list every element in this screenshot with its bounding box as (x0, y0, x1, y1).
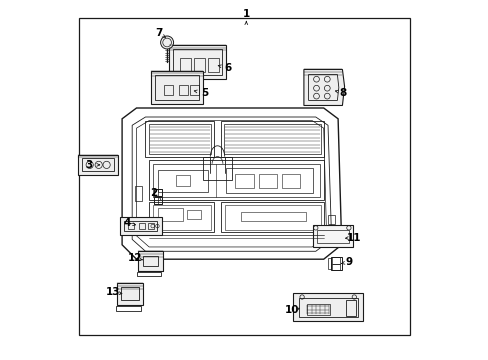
Polygon shape (168, 45, 226, 79)
Text: 10: 10 (284, 305, 299, 315)
Bar (235, 174, 253, 188)
Bar (179, 85, 187, 95)
Polygon shape (303, 69, 344, 105)
Bar (328, 215, 334, 224)
Text: 11: 11 (346, 233, 361, 243)
Bar (330, 257, 341, 270)
Bar (241, 212, 305, 221)
Polygon shape (117, 283, 142, 305)
Bar (186, 210, 201, 219)
Bar (306, 304, 329, 315)
Bar (328, 258, 330, 269)
Bar (345, 300, 355, 316)
Bar (79, 18, 409, 335)
Bar (258, 174, 276, 188)
Text: 7: 7 (155, 28, 162, 38)
Text: 12: 12 (127, 253, 142, 264)
Bar (158, 170, 208, 192)
Bar (282, 174, 300, 188)
Text: 9: 9 (345, 257, 352, 267)
Bar (134, 186, 142, 201)
Text: 13: 13 (105, 287, 120, 297)
Bar (127, 223, 134, 229)
Bar (154, 197, 162, 204)
Bar (189, 85, 198, 95)
Bar (332, 264, 340, 270)
Bar (164, 85, 173, 95)
Polygon shape (312, 225, 352, 247)
Bar (158, 208, 183, 220)
Bar (194, 58, 204, 72)
Bar (154, 189, 162, 196)
Polygon shape (120, 217, 162, 235)
Text: 6: 6 (224, 63, 231, 73)
Text: 5: 5 (201, 88, 208, 98)
Text: 3: 3 (85, 160, 92, 170)
Bar (180, 58, 191, 72)
Bar (147, 223, 154, 229)
Text: 8: 8 (339, 88, 346, 98)
Bar (139, 223, 145, 229)
Bar (176, 175, 190, 186)
Text: 4: 4 (123, 218, 131, 228)
Bar (137, 272, 161, 276)
Text: 1: 1 (242, 9, 249, 19)
Bar (116, 306, 141, 311)
Polygon shape (78, 155, 118, 175)
Bar (207, 58, 218, 72)
Polygon shape (292, 293, 363, 321)
Text: 2: 2 (150, 188, 157, 198)
Polygon shape (151, 71, 203, 104)
Circle shape (160, 36, 173, 49)
Bar (332, 257, 340, 264)
Bar (226, 168, 312, 193)
Polygon shape (138, 251, 163, 271)
